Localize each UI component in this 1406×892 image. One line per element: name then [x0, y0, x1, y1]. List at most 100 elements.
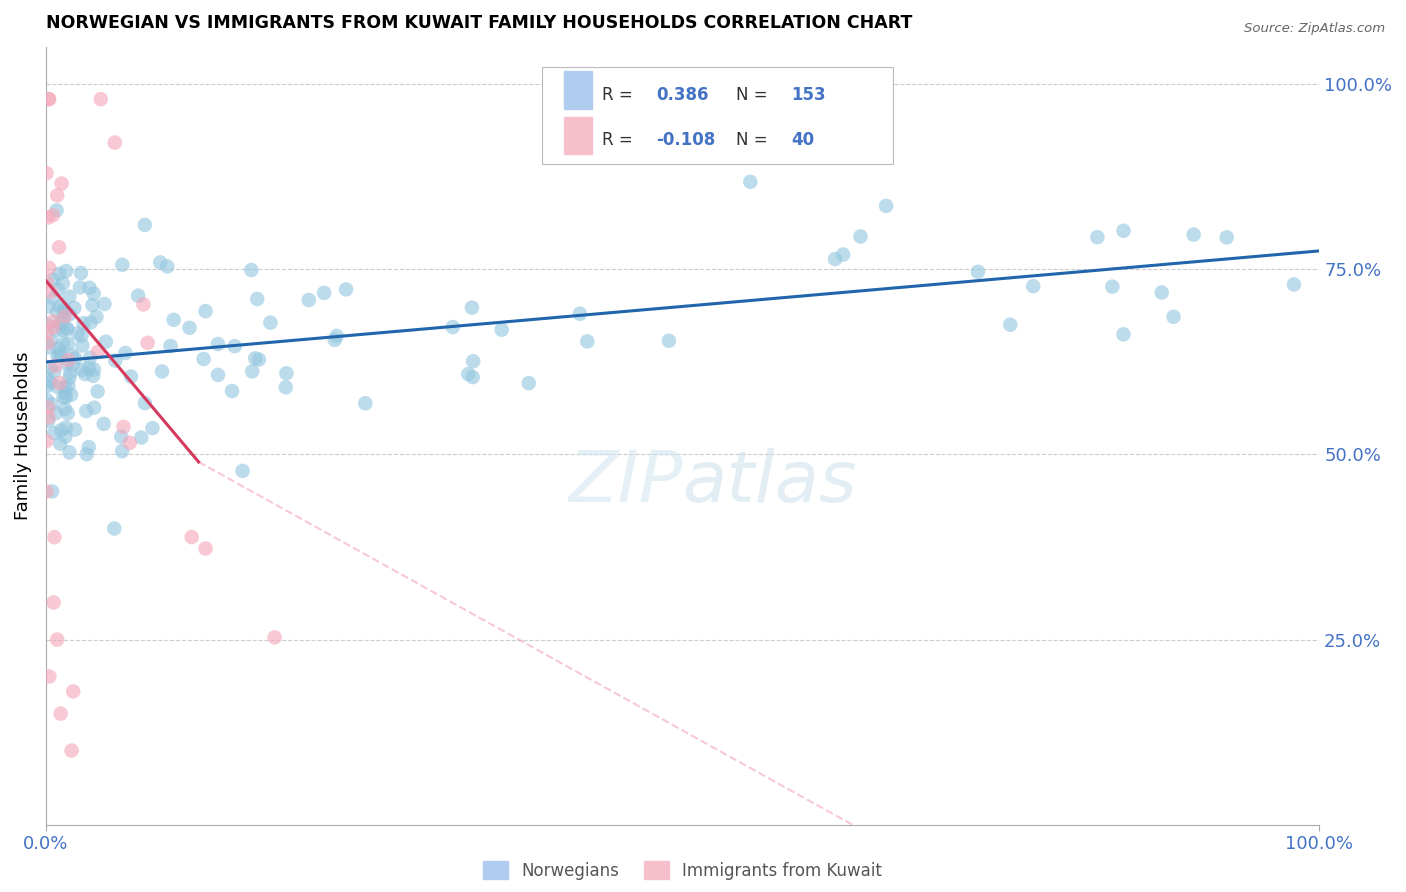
Point: [42, 291, 65, 305]
Point: [35, 326, 58, 340]
Bar: [564, 117, 592, 154]
Point: [55, 429, 77, 443]
Point: [42, 314, 65, 328]
Point: [79, 281, 101, 295]
Point: [86, 384, 108, 399]
Point: [110, 429, 132, 443]
Point: [111, 258, 134, 272]
Point: [38, 340, 60, 354]
Point: [93, 297, 115, 311]
Point: [46, 188, 69, 202]
Point: [314, 285, 336, 300]
Point: [194, 304, 217, 318]
Point: [112, 420, 135, 434]
Point: [52, 311, 75, 326]
Point: [70, 266, 93, 280]
Point: [93, 417, 115, 431]
Text: -0.108: -0.108: [655, 131, 716, 149]
Point: [45, 359, 67, 373]
Point: [240, 364, 263, 378]
Text: 153: 153: [790, 86, 825, 103]
Point: [457, 367, 479, 381]
Point: [41, 397, 63, 411]
Point: [136, 335, 159, 350]
Point: [44, 365, 66, 379]
Point: [79, 316, 101, 330]
Point: [72, 338, 94, 352]
Point: [114, 346, 136, 360]
Point: [37, 414, 59, 428]
Text: R =: R =: [602, 131, 638, 149]
Point: [65, 351, 87, 366]
Point: [263, 631, 285, 645]
Point: [42, 208, 65, 222]
Point: [39, 334, 62, 348]
Point: [37, 336, 59, 351]
Point: [240, 263, 263, 277]
Point: [83, 362, 105, 376]
Point: [58, 379, 80, 393]
Point: [39, 360, 62, 375]
Point: [44, 530, 66, 544]
Point: [875, 199, 897, 213]
Point: [37, 373, 59, 387]
Point: [69, 280, 91, 294]
Point: [335, 282, 357, 296]
Point: [111, 444, 134, 458]
Point: [461, 370, 484, 384]
Point: [48, 267, 70, 281]
Point: [94, 334, 117, 349]
Point: [63, 301, 86, 315]
Point: [38, 669, 60, 683]
Point: [49, 706, 72, 721]
Point: [180, 530, 202, 544]
Point: [55, 264, 77, 278]
Point: [491, 323, 513, 337]
Point: [39, 285, 62, 299]
Point: [38, 92, 60, 106]
Point: [53, 310, 76, 324]
Point: [37, 318, 59, 332]
Point: [104, 136, 127, 150]
Point: [52, 277, 75, 291]
Point: [824, 252, 846, 266]
Point: [79, 351, 101, 365]
Text: R =: R =: [602, 86, 638, 103]
Point: [35, 392, 58, 407]
Point: [60, 388, 83, 402]
Point: [73, 316, 96, 330]
Point: [207, 368, 229, 382]
Point: [56, 322, 79, 336]
Point: [49, 436, 72, 450]
Point: [49, 423, 72, 437]
Point: [37, 300, 59, 314]
Point: [132, 297, 155, 311]
Point: [70, 363, 93, 377]
Point: [83, 401, 105, 415]
Point: [49, 316, 72, 330]
Point: [82, 298, 104, 312]
Point: [46, 342, 69, 356]
Point: [832, 247, 855, 261]
Point: [517, 376, 540, 391]
Point: [45, 406, 67, 420]
Point: [1022, 279, 1045, 293]
Point: [76, 447, 98, 461]
Point: [150, 364, 173, 378]
Point: [740, 175, 762, 189]
Point: [207, 337, 229, 351]
Text: Source: ZipAtlas.com: Source: ZipAtlas.com: [1244, 22, 1385, 36]
Point: [49, 299, 72, 313]
Point: [60, 348, 83, 362]
Point: [1112, 327, 1135, 342]
Point: [35, 434, 58, 448]
Point: [52, 323, 75, 337]
Point: [325, 329, 347, 343]
Point: [46, 305, 69, 319]
Text: ZIP: ZIP: [568, 448, 682, 517]
Point: [134, 218, 156, 232]
Text: N =: N =: [735, 131, 773, 149]
Point: [231, 464, 253, 478]
Point: [568, 307, 591, 321]
Point: [849, 229, 872, 244]
